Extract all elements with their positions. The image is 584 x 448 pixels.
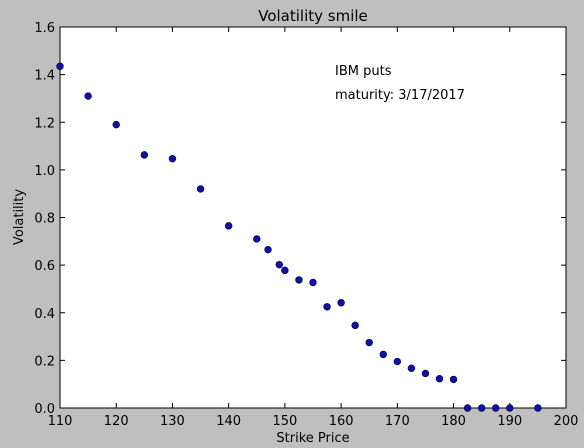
x-tick-label: 160 xyxy=(329,414,354,429)
x-axis-label: Strike Price xyxy=(276,431,349,446)
axis-ticks: 110 120 130 140 150 160 170 180 190 200 0.0 0.2 0.4 0… xyxy=(34,21,578,429)
y-tick-label: 1.2 xyxy=(34,116,55,131)
data-point xyxy=(492,404,500,412)
data-point xyxy=(449,375,458,384)
y-tick-label: 1.6 xyxy=(34,21,55,36)
data-point xyxy=(112,120,120,129)
data-point xyxy=(309,278,317,287)
data-point xyxy=(196,185,205,193)
x-tick-label: 170 xyxy=(385,414,410,429)
y-tick-label: 0.8 xyxy=(34,212,55,227)
data-point xyxy=(140,151,149,159)
data-point xyxy=(224,222,233,230)
data-point xyxy=(393,357,402,366)
data-point xyxy=(506,404,514,412)
y-tick-label: 0.6 xyxy=(34,259,55,274)
x-tick-label: 150 xyxy=(272,414,297,429)
data-point xyxy=(421,369,430,378)
data-point xyxy=(264,245,272,254)
data-point xyxy=(365,338,373,347)
data-point xyxy=(435,375,444,383)
data-point xyxy=(295,276,303,284)
x-tick-label: 110 xyxy=(48,414,73,429)
data-point xyxy=(253,235,261,243)
annotation-maturity: maturity: 3/17/2017 xyxy=(335,88,465,103)
data-point xyxy=(168,154,177,163)
data-point xyxy=(379,350,387,359)
data-point xyxy=(275,260,283,269)
x-tick-label: 130 xyxy=(160,414,185,429)
data-point xyxy=(281,266,289,275)
y-axis-label: Volatility xyxy=(12,189,27,245)
data-point xyxy=(337,299,345,307)
data-point xyxy=(477,404,486,412)
data-point xyxy=(407,364,416,372)
data-point xyxy=(323,303,331,311)
y-tick-label: 0.0 xyxy=(34,402,55,417)
x-tick-label: 200 xyxy=(554,414,579,429)
data-point xyxy=(534,404,542,412)
annotation-ibm-puts: IBM puts xyxy=(335,64,392,79)
x-tick-label: 140 xyxy=(216,414,241,429)
data-point xyxy=(56,62,64,70)
x-tick-label: 120 xyxy=(104,414,129,429)
x-tick-label: 180 xyxy=(441,414,466,429)
x-tick-label: 190 xyxy=(497,414,522,429)
y-tick-label: 0.2 xyxy=(34,354,55,369)
y-tick-label: 1.0 xyxy=(34,164,55,179)
y-tick-label: 1.4 xyxy=(34,69,55,84)
data-point xyxy=(351,321,359,330)
chart-title: Volatility smile xyxy=(258,7,368,25)
data-points xyxy=(56,62,542,412)
data-point xyxy=(84,92,92,100)
y-tick-label: 0.4 xyxy=(34,307,55,322)
plot-area xyxy=(59,26,567,409)
data-point xyxy=(463,404,472,412)
